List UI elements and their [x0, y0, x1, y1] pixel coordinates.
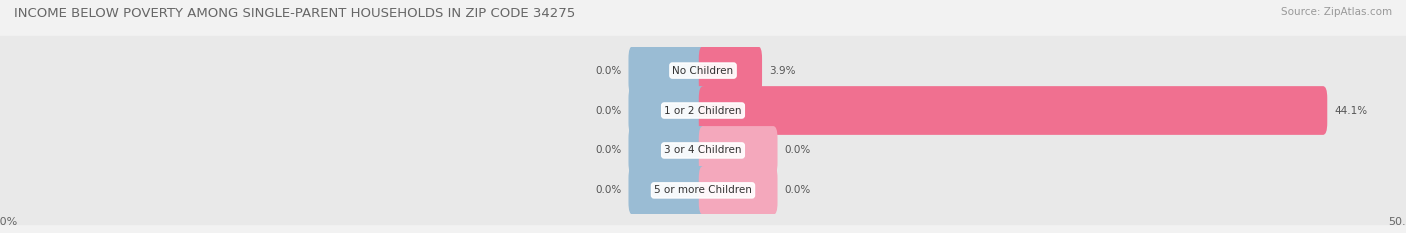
FancyBboxPatch shape — [0, 116, 1406, 185]
FancyBboxPatch shape — [628, 86, 707, 135]
Text: 0.0%: 0.0% — [595, 145, 621, 155]
FancyBboxPatch shape — [0, 156, 1406, 225]
FancyBboxPatch shape — [699, 126, 778, 175]
Text: Source: ZipAtlas.com: Source: ZipAtlas.com — [1281, 7, 1392, 17]
Text: 1 or 2 Children: 1 or 2 Children — [664, 106, 742, 116]
FancyBboxPatch shape — [0, 76, 1406, 145]
Text: INCOME BELOW POVERTY AMONG SINGLE-PARENT HOUSEHOLDS IN ZIP CODE 34275: INCOME BELOW POVERTY AMONG SINGLE-PARENT… — [14, 7, 575, 20]
FancyBboxPatch shape — [628, 126, 707, 175]
Text: 0.0%: 0.0% — [595, 185, 621, 195]
Text: 5 or more Children: 5 or more Children — [654, 185, 752, 195]
FancyBboxPatch shape — [699, 46, 762, 95]
FancyBboxPatch shape — [0, 36, 1406, 105]
FancyBboxPatch shape — [699, 86, 1327, 135]
Text: 3.9%: 3.9% — [769, 65, 796, 75]
Text: 0.0%: 0.0% — [595, 65, 621, 75]
Text: No Children: No Children — [672, 65, 734, 75]
FancyBboxPatch shape — [628, 166, 707, 215]
Text: 0.0%: 0.0% — [785, 145, 811, 155]
Text: 44.1%: 44.1% — [1334, 106, 1368, 116]
FancyBboxPatch shape — [628, 46, 707, 95]
Text: 3 or 4 Children: 3 or 4 Children — [664, 145, 742, 155]
Text: 0.0%: 0.0% — [785, 185, 811, 195]
Text: 0.0%: 0.0% — [595, 106, 621, 116]
FancyBboxPatch shape — [699, 166, 778, 215]
